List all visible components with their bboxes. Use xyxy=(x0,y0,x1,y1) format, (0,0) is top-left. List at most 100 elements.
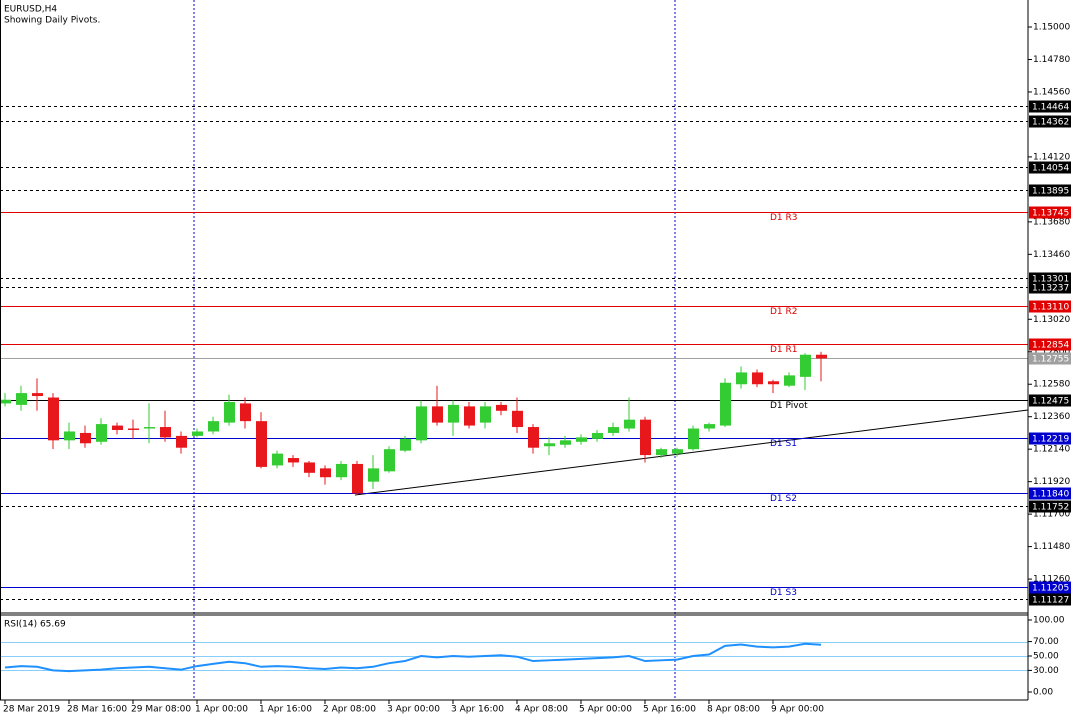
price-label-box xyxy=(1029,432,1071,445)
price-label-box xyxy=(1029,352,1071,365)
y-tick-label: 1.11480 xyxy=(1033,542,1070,552)
candle-body xyxy=(576,437,587,442)
price-label: 1.13745 xyxy=(1032,209,1069,219)
price-label: 1.13301 xyxy=(1032,275,1069,285)
candle-body xyxy=(320,468,331,478)
x-tick-label: 3 Apr 16:00 xyxy=(451,705,504,715)
candle-body xyxy=(416,406,427,441)
pivot-name: D1 S2 xyxy=(770,494,797,504)
price-label: 1.11205 xyxy=(1032,584,1069,594)
x-tick-label: 8 Apr 08:00 xyxy=(707,705,760,715)
x-tick-label: 4 Apr 08:00 xyxy=(515,705,568,715)
price-label-box xyxy=(1029,394,1071,407)
price-label-box xyxy=(1029,281,1071,294)
pivot-name: D1 R2 xyxy=(770,307,798,317)
price-label-box xyxy=(1029,161,1071,174)
y-tick-label: 1.13460 xyxy=(1033,250,1070,260)
y-tick-label: 70.00 xyxy=(1033,637,1059,647)
x-tick-label: 9 Apr 00:00 xyxy=(771,705,824,715)
candle-body xyxy=(592,432,603,439)
price-label-box xyxy=(1029,338,1071,351)
candle-body xyxy=(512,410,523,428)
candle-body xyxy=(640,419,651,456)
x-tick-label: 3 Apr 00:00 xyxy=(387,705,440,715)
price-label: 1.12475 xyxy=(1032,397,1069,407)
candle-body xyxy=(784,375,795,386)
candle-body xyxy=(528,427,539,448)
candle-body xyxy=(304,462,315,473)
y-tick-label: 1.12140 xyxy=(1033,445,1070,455)
y-tick-label: 1.11260 xyxy=(1033,575,1070,585)
price-label-box xyxy=(1029,487,1071,500)
y-tick-label: 1.13680 xyxy=(1033,217,1070,227)
price-label: 1.11752 xyxy=(1032,503,1069,513)
price-label: 1.14362 xyxy=(1032,118,1069,128)
candle-body xyxy=(432,406,443,423)
candle-body xyxy=(672,449,683,454)
candle-body xyxy=(384,449,395,472)
pivot-name: D1 S3 xyxy=(770,588,797,598)
price-label-box xyxy=(1029,581,1071,594)
candle-body xyxy=(800,354,811,377)
x-tick-label: 29 Mar 08:00 xyxy=(131,705,191,715)
candle-body xyxy=(176,435,187,448)
price-label: 1.14054 xyxy=(1032,164,1069,174)
x-tick-label: 5 Apr 16:00 xyxy=(643,705,696,715)
candle-body xyxy=(16,393,27,405)
candle-body xyxy=(352,463,363,494)
y-tick-label: 1.12580 xyxy=(1033,380,1070,390)
price-label: 1.13237 xyxy=(1032,284,1069,294)
price-label: 1.13110 xyxy=(1032,303,1069,313)
candle-body xyxy=(560,440,571,445)
x-tick-label: 1 Apr 16:00 xyxy=(259,705,312,715)
candle-body xyxy=(272,453,283,466)
y-tick-label: 1.11700 xyxy=(1033,510,1070,520)
candle-body xyxy=(448,404,459,423)
candle-body xyxy=(80,432,91,444)
candle-body xyxy=(752,372,763,385)
candle-body xyxy=(544,443,555,447)
candle-body xyxy=(688,428,699,450)
candle-body xyxy=(656,449,667,456)
price-label: 1.12755 xyxy=(1032,355,1069,365)
candle-body xyxy=(208,421,219,432)
candle-body xyxy=(192,431,203,436)
candle-body xyxy=(336,463,347,478)
x-tick-label: 28 Mar 16:00 xyxy=(67,705,127,715)
chart-title: EURUSD,H4 xyxy=(4,5,57,15)
candle-body xyxy=(160,427,171,438)
candle-body xyxy=(624,419,635,429)
x-tick-label: 5 Apr 00:00 xyxy=(579,705,632,715)
candle-body xyxy=(720,382,731,426)
y-tick-label: 100.00 xyxy=(1033,615,1065,625)
candle-body xyxy=(704,424,715,429)
y-tick-label: 1.14120 xyxy=(1033,152,1070,162)
x-tick-label: 1 Apr 00:00 xyxy=(195,705,248,715)
candle-body xyxy=(48,397,59,441)
candle-body xyxy=(816,354,827,359)
rsi-title: RSI(14) 65.69 xyxy=(4,620,66,630)
candle-body xyxy=(608,427,619,433)
price-label-box xyxy=(1029,184,1071,197)
price-label: 1.11840 xyxy=(1032,490,1069,500)
candle-body xyxy=(112,425,123,430)
price-label: 1.12219 xyxy=(1032,435,1069,445)
candle-body xyxy=(0,399,11,404)
price-label: 1.14464 xyxy=(1032,103,1069,113)
y-tick-label: 1.12800 xyxy=(1033,347,1070,357)
pivot-name: D1 S1 xyxy=(770,439,797,449)
candle-body xyxy=(288,458,299,463)
y-tick-label: 1.13020 xyxy=(1033,315,1070,325)
candle-body xyxy=(400,438,411,451)
candle-body xyxy=(496,404,507,411)
y-tick-label: 0.00 xyxy=(1033,688,1053,698)
price-label-box xyxy=(1029,115,1071,128)
y-tick-label: 1.11920 xyxy=(1033,477,1070,487)
candle-body xyxy=(96,424,107,442)
price-label-box xyxy=(1029,593,1071,606)
candle-body xyxy=(144,427,155,429)
price-label-box xyxy=(1029,300,1071,313)
rsi-panel: 100.00 70.00 50.00 30.00 0.00 xyxy=(0,615,1065,698)
